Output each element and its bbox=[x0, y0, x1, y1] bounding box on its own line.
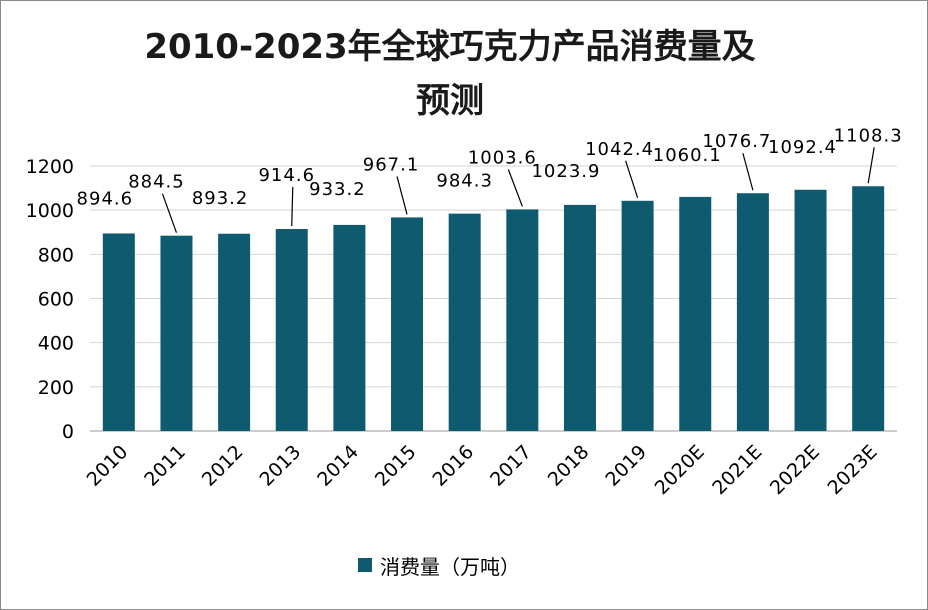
data-label: 884.5 bbox=[128, 172, 185, 193]
y-tick-label: 800 bbox=[38, 244, 74, 266]
bar-2011 bbox=[160, 235, 193, 431]
x-tick-label: 2017 bbox=[486, 441, 536, 491]
data-label-leader bbox=[867, 147, 875, 184]
bar-2012 bbox=[218, 233, 251, 431]
y-tick-label: 400 bbox=[38, 333, 74, 355]
legend-label: 消费量（万吨） bbox=[380, 554, 520, 579]
legend: 消费量（万吨） bbox=[358, 552, 520, 579]
bar-2021E bbox=[736, 193, 769, 431]
data-label: 1060.1 bbox=[653, 145, 722, 166]
bar-2023E bbox=[852, 186, 885, 431]
data-label: 1042.4 bbox=[585, 139, 654, 160]
data-label-leader bbox=[396, 176, 408, 215]
bar-2010 bbox=[102, 233, 135, 431]
x-tick-label: 2020E bbox=[651, 441, 709, 499]
y-tick-label: 600 bbox=[38, 289, 74, 311]
x-tick-label: 2023E bbox=[823, 441, 881, 499]
bar-2016 bbox=[448, 213, 481, 431]
y-tick-label: 1200 bbox=[26, 156, 74, 178]
chart-title-line-2: 预测 bbox=[416, 81, 484, 121]
y-tick-label: 1000 bbox=[26, 200, 74, 222]
bar-2013 bbox=[275, 229, 308, 431]
data-label: 1108.3 bbox=[834, 125, 903, 146]
data-label-leader bbox=[625, 160, 639, 198]
y-tick-label: 200 bbox=[38, 377, 74, 399]
x-tick-label: 2021E bbox=[708, 441, 766, 499]
data-label: 967.1 bbox=[363, 154, 420, 175]
x-tick-label: 2016 bbox=[428, 441, 478, 491]
bar-2015 bbox=[391, 217, 424, 431]
chart-title-line-1: 2010-2023年全球巧克力产品消费量及 bbox=[144, 27, 756, 67]
x-tick-label: 2011 bbox=[140, 441, 190, 491]
bar-2019 bbox=[621, 200, 654, 431]
data-label: 1003.6 bbox=[468, 147, 537, 168]
bar-2014 bbox=[333, 224, 366, 431]
data-label: 984.3 bbox=[436, 171, 493, 192]
data-label: 1092.4 bbox=[768, 137, 837, 158]
data-label-leader bbox=[161, 193, 178, 233]
x-tick-label: 2022E bbox=[766, 441, 824, 499]
data-label-leader bbox=[507, 169, 523, 207]
x-tick-label: 2015 bbox=[371, 441, 421, 491]
data-label: 914.6 bbox=[258, 165, 315, 186]
data-label-leader bbox=[742, 153, 754, 191]
x-tick-label: 2013 bbox=[256, 441, 306, 491]
data-label: 893.2 bbox=[192, 188, 249, 209]
data-label: 1076.7 bbox=[702, 131, 771, 152]
y-tick-label: 0 bbox=[62, 421, 74, 443]
data-label: 933.2 bbox=[309, 179, 366, 200]
x-tick-label: 2019 bbox=[601, 441, 651, 491]
data-label-leader bbox=[291, 187, 294, 227]
bar-2017 bbox=[506, 209, 539, 431]
x-tick-label: 2010 bbox=[83, 441, 133, 491]
bar-2020E bbox=[679, 196, 712, 431]
x-tick-label: 2014 bbox=[313, 441, 363, 491]
bar-2018 bbox=[563, 204, 596, 431]
legend-swatch bbox=[358, 558, 372, 572]
data-label: 1023.9 bbox=[531, 161, 600, 182]
bar-2022E bbox=[794, 189, 827, 431]
x-tick-label: 2018 bbox=[544, 441, 594, 491]
x-tick-label: 2012 bbox=[198, 441, 248, 491]
data-label: 894.6 bbox=[77, 188, 134, 209]
